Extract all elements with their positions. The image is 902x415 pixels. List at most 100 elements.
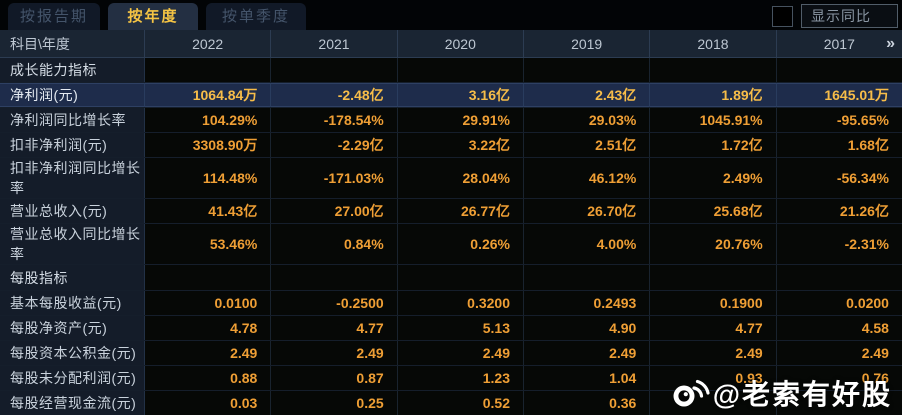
cell-value [776, 265, 902, 290]
cell-value: 25.68亿 [650, 199, 777, 224]
year-column-header: 2019 [524, 30, 651, 57]
cell-value [397, 58, 524, 83]
cell-value: 2.49 [397, 340, 524, 365]
year-column-header: 2020 [398, 30, 524, 57]
cell-value [650, 390, 777, 415]
tab-annual[interactable]: 按年度 [108, 3, 198, 30]
cell-value [650, 58, 777, 83]
cell-value: 2.49% [650, 158, 777, 199]
more-years-chevron-icon[interactable]: » [886, 34, 895, 52]
cell-value [650, 265, 777, 290]
cell-value: -56.34% [776, 158, 902, 199]
cell-value [145, 58, 272, 83]
cell-value: 4.77 [271, 315, 398, 340]
cell-value: 2.51亿 [523, 133, 651, 158]
cell-value: 4.77 [650, 315, 777, 340]
section-row: 每股指标 [0, 265, 902, 291]
cell-value: 2.49 [523, 340, 651, 365]
row-label: 扣非净利润同比增长率 [0, 158, 145, 199]
cell-value: -2.48亿 [271, 83, 398, 108]
table-row[interactable]: 基本每股收益(元) 0.0100 -0.2500 0.3200 0.2493 0.1900… [0, 290, 902, 316]
watermark: @老索有好股 [672, 373, 892, 413]
cell-value: 27.00亿 [271, 199, 398, 224]
year-column-header: 2018 [650, 30, 777, 57]
corner-header: 科目\年度 [0, 30, 145, 57]
table-row[interactable]: 净利润(元) 1064.84万 -2.48亿 3.16亿 2.43亿 1.89亿 1645.… [0, 83, 902, 109]
watermark-text: @老索有好股 [712, 379, 892, 410]
cell-value: 0.0200 [776, 290, 902, 315]
table-row[interactable]: 每股净资产(元) 4.78 4.77 5.13 4.90 4.77 4.58 [0, 315, 902, 341]
table-row[interactable]: 扣非净利润(元) 3308.90万 -2.29亿 3.22亿 2.51亿 1.72亿 1.6… [0, 133, 902, 159]
tab-bar: 按报告期 按年度 按单季度 显示同比 [0, 0, 902, 30]
tab-report-period[interactable]: 按报告期 [8, 3, 100, 30]
cell-value: 3.22亿 [397, 133, 524, 158]
year-column-header: 2022 [145, 30, 272, 57]
cell-value: 26.70亿 [523, 199, 651, 224]
cell-value: 0.93 [650, 365, 777, 390]
cell-value: 2.49 [776, 340, 902, 365]
weibo-icon [672, 378, 710, 408]
table-row[interactable]: 营业总收入(元) 41.43亿 27.00亿 26.77亿 26.70亿 25.68亿 21… [0, 199, 902, 225]
table-row[interactable]: 扣非净利润同比增长率 114.48% -171.03% 28.04% 46.12% 2.4… [0, 158, 902, 200]
cell-value [523, 58, 651, 83]
cell-value: 26.77亿 [397, 199, 524, 224]
show-yoy-checkbox[interactable] [772, 5, 793, 27]
cell-value [776, 390, 902, 415]
row-label: 每股未分配利润(元) [0, 365, 145, 390]
cell-value: -0.2500 [271, 290, 398, 315]
cell-value: 4.90 [523, 315, 651, 340]
cell-value [145, 265, 272, 290]
cell-value: 0.52 [397, 390, 524, 415]
year-column-header: 2017 » [777, 30, 902, 57]
cell-value: 5.13 [397, 315, 524, 340]
cell-value: 21.26亿 [776, 199, 902, 224]
year-column-header: 2021 [271, 30, 398, 57]
table-row[interactable]: 每股经营现金流(元) 0.03 0.25 0.52 0.36 [0, 390, 902, 415]
cell-value: 2.49 [650, 340, 777, 365]
cell-value: 4.00% [523, 224, 651, 265]
cell-value: 4.78 [145, 315, 272, 340]
yoy-controls: 显示同比 [772, 4, 898, 28]
cell-value [776, 58, 902, 83]
cell-value: -171.03% [271, 158, 398, 199]
row-label: 净利润同比增长率 [0, 108, 145, 133]
cell-value: -2.31% [776, 224, 902, 265]
row-label: 营业总收入(元) [0, 199, 145, 224]
row-label: 每股净资产(元) [0, 315, 145, 340]
cell-value: 2.49 [145, 340, 272, 365]
cell-value: 0.25 [271, 390, 398, 415]
table-header-row: 科目\年度 2022 2021 2020 2019 2018 2017 » [0, 30, 902, 58]
tab-single-quarter[interactable]: 按单季度 [206, 3, 306, 30]
cell-value: 104.29% [145, 108, 272, 133]
cell-value: 28.04% [397, 158, 524, 199]
cell-value [397, 265, 524, 290]
cell-value: 2.49 [271, 340, 398, 365]
row-label: 每股指标 [0, 265, 145, 290]
row-label: 净利润(元) [0, 83, 145, 108]
row-label: 每股经营现金流(元) [0, 390, 145, 415]
cell-value: 1.72亿 [650, 133, 777, 158]
cell-value: 1.89亿 [650, 83, 777, 108]
table-row[interactable]: 营业总收入同比增长率 53.46% 0.84% 0.26% 4.00% 20.76% -2.… [0, 224, 902, 266]
cell-value: -2.29亿 [271, 133, 398, 158]
row-label: 每股资本公积金(元) [0, 340, 145, 365]
cell-value: 4.58 [776, 315, 902, 340]
cell-value: 46.12% [523, 158, 651, 199]
cell-value: 0.26% [397, 224, 524, 265]
table-row[interactable]: 每股资本公积金(元) 2.49 2.49 2.49 2.49 2.49 2.49 [0, 340, 902, 366]
show-yoy-label[interactable]: 显示同比 [801, 4, 898, 28]
row-label: 基本每股收益(元) [0, 290, 145, 315]
cell-value: 1045.91% [650, 108, 777, 133]
cell-value: 0.87 [271, 365, 398, 390]
cell-value: 0.2493 [523, 290, 651, 315]
cell-value: 1.04 [523, 365, 651, 390]
cell-value: -95.65% [776, 108, 902, 133]
year-column-label: 2017 [823, 35, 855, 52]
cell-value: 1.68亿 [776, 133, 902, 158]
cell-value: 1.23 [397, 365, 524, 390]
cell-value [523, 265, 651, 290]
cell-value: 0.3200 [397, 290, 524, 315]
table-row[interactable]: 净利润同比增长率 104.29% -178.54% 29.91% 29.03% 1045.… [0, 108, 902, 134]
table-row[interactable]: 每股未分配利润(元) 0.88 0.87 1.23 1.04 0.93 0.76 [0, 365, 902, 391]
cell-value: 1064.84万 [145, 83, 272, 108]
